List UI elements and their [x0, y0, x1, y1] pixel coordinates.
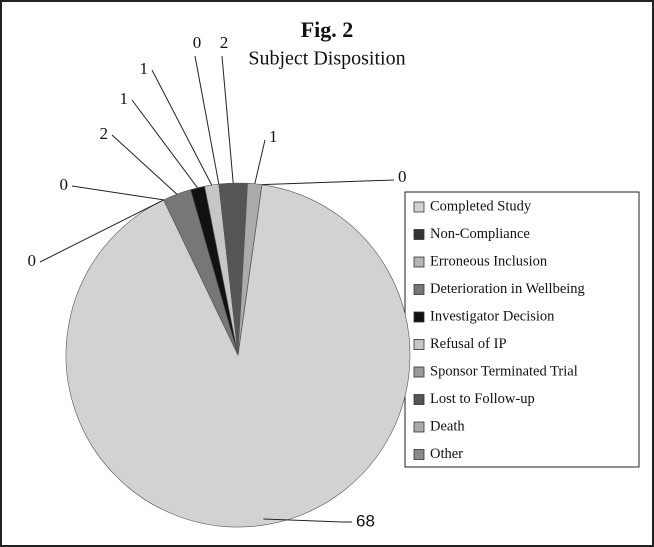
legend-swatch — [413, 256, 425, 268]
chart-title: Fig. 2 — [301, 17, 354, 42]
leader-line — [71, 185, 164, 201]
leader-line — [131, 99, 198, 189]
legend-box — [404, 191, 640, 468]
chart-subtitle: Subject Disposition — [248, 48, 405, 70]
legend-label: Completed Study — [430, 198, 532, 214]
legend-label: Erroneous Inclusion — [430, 253, 548, 269]
data-label: 1 — [140, 59, 149, 78]
leader-line — [194, 55, 220, 185]
legend-swatch — [413, 339, 425, 350]
legend-swatch — [413, 229, 425, 240]
data-label: 0 — [398, 167, 407, 186]
data-label: 68 — [356, 511, 375, 530]
leader-line — [261, 179, 395, 186]
legend: Completed Study Non-Compliance Erroneous I… — [413, 198, 585, 462]
legend-label: Refusal of IP — [430, 336, 507, 352]
legend-label: Investigator Decision — [430, 308, 555, 324]
legend-swatch — [413, 311, 425, 323]
leader-line — [151, 69, 213, 186]
legend-label: Other — [430, 446, 463, 462]
legend-label: Lost to Follow-up — [430, 391, 535, 407]
legend-swatch — [413, 449, 425, 460]
legend-label: Death — [430, 418, 465, 434]
data-label: 2 — [220, 33, 229, 52]
legend-label: Non-Compliance — [430, 226, 530, 242]
leader-line — [254, 139, 266, 184]
data-label: 0 — [28, 251, 37, 270]
leader-line — [111, 134, 178, 195]
leader-line — [39, 199, 164, 263]
pie-slice — [65, 184, 411, 528]
data-label: 1 — [120, 89, 129, 108]
data-label: 1 — [269, 127, 278, 146]
data-label: 0 — [193, 33, 202, 52]
legend-swatch — [413, 394, 425, 405]
legend-label: Deterioration in Wellbeing — [430, 281, 585, 297]
leader-line — [263, 518, 352, 523]
legend-swatch — [413, 366, 425, 378]
data-label: 0 — [60, 175, 69, 194]
legend-swatch — [413, 201, 425, 213]
legend-label: Sponsor Terminated Trial — [430, 363, 578, 379]
data-label: 2 — [100, 124, 109, 143]
legend-swatch — [413, 284, 425, 295]
legend-swatch — [413, 421, 425, 433]
leader-line — [221, 55, 234, 184]
